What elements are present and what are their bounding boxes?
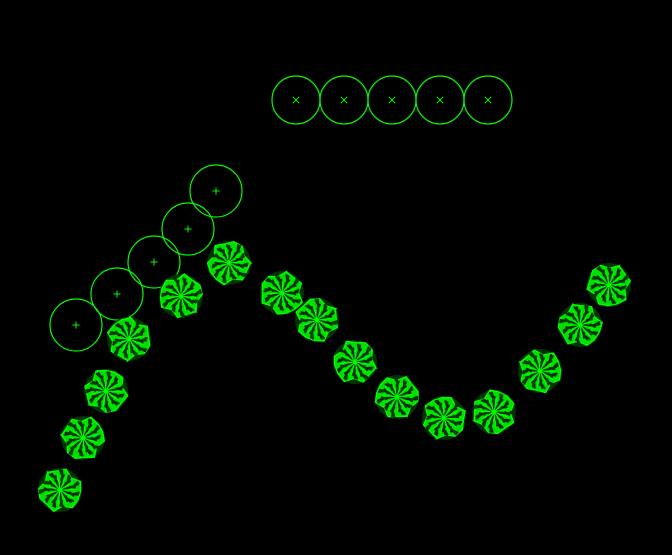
tree-icon (328, 335, 382, 389)
tree-symbols (29, 241, 638, 521)
tree-icon (367, 367, 426, 426)
simple-circle (320, 76, 368, 124)
tree-icon (207, 241, 251, 285)
tree-icon (75, 360, 137, 422)
tree-icon (150, 265, 212, 327)
tree-icon (29, 459, 90, 520)
tree-icon (416, 390, 472, 446)
simple-circle-row (272, 76, 512, 124)
tree-icon (106, 316, 153, 363)
cad-diagram (0, 0, 672, 555)
tree-icon (58, 413, 108, 463)
tree-icon (552, 297, 608, 353)
simple-circle (416, 76, 464, 124)
simple-circle (272, 76, 320, 124)
tree-icon (465, 383, 523, 441)
simple-circle (368, 76, 416, 124)
simple-circle (464, 76, 512, 124)
tree-icon (511, 342, 569, 400)
plus-circle (190, 165, 242, 217)
plus-circle (50, 299, 102, 351)
plus-circle (162, 203, 214, 255)
